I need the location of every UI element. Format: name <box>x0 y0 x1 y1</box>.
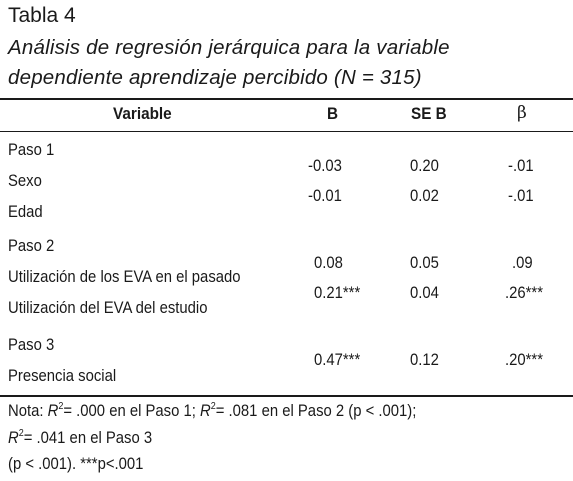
header-variable: Variable <box>113 104 172 123</box>
note-step-2-value: = .081 en el Paso 2 (p < .001); <box>215 402 417 420</box>
step-2-label: Paso 2 <box>8 237 55 255</box>
note-prefix: Nota: <box>8 402 48 420</box>
step-1-row-2-se-b: 0.02 <box>410 187 439 205</box>
table-caption-line-2: dependiente aprendizaje percibido (N = 3… <box>8 66 422 89</box>
note-r-exponent: 2 <box>210 401 216 412</box>
header-b: B <box>327 104 339 123</box>
step-3-row-1-se-b: 0.12 <box>410 351 439 369</box>
header-beta: β <box>517 103 527 123</box>
note-r-exponent: 2 <box>58 401 64 412</box>
bottom-rule <box>0 395 573 397</box>
step-1-row-2-variable: Edad <box>8 203 43 221</box>
table-title: Tabla 4 <box>8 4 76 27</box>
note-r-exponent: 2 <box>18 428 24 439</box>
note-step-1-value: = .000 en el Paso 1; <box>63 402 201 420</box>
step-3-row-1-b: 0.47*** <box>314 351 361 369</box>
step-2-row-2-beta: .26*** <box>505 284 543 302</box>
note-step-3-value: = .041 en el Paso 3 <box>23 429 153 447</box>
step-3-row-1-variable: Presencia social <box>8 367 117 385</box>
step-1-row-1-variable: Sexo <box>8 172 42 190</box>
step-2-row-1-beta: .09 <box>512 254 533 272</box>
step-3-label: Paso 3 <box>8 336 55 354</box>
step-1-row-2-b: -0.01 <box>308 187 342 205</box>
step-2-row-2-se-b: 0.04 <box>410 284 439 302</box>
step-1-label: Paso 1 <box>8 141 55 159</box>
top-rule <box>0 98 573 100</box>
table-note-line-3: (p < .001). ***p<.001 <box>8 455 144 473</box>
step-1-row-1-beta: -.01 <box>508 157 534 175</box>
note-r-symbol: R <box>47 402 59 420</box>
header-rule <box>0 131 573 132</box>
step-2-row-2-b: 0.21*** <box>314 284 361 302</box>
note-r-symbol: R <box>200 402 211 420</box>
step-2-row-1-se-b: 0.05 <box>410 254 439 272</box>
header-se-b: SE B <box>411 104 447 123</box>
step-1-row-2-beta: -.01 <box>508 187 534 205</box>
step-2-row-1-variable: Utilización de los EVA en el pasado <box>8 268 241 286</box>
note-r-symbol: R <box>8 429 19 447</box>
step-1-row-1-b: -0.03 <box>308 157 342 175</box>
step-2-row-1-b: 0.08 <box>314 254 343 272</box>
step-1-row-1-se-b: 0.20 <box>410 157 439 175</box>
step-2-row-2-variable: Utilización del EVA del estudio <box>8 299 208 317</box>
step-3-row-1-beta: .20*** <box>505 351 543 369</box>
table-note-line-1: Nota: R2= .000 en el Paso 1; R2= .081 en… <box>8 402 416 421</box>
table-caption-line-1: Análisis de regresión jerárquica para la… <box>8 36 450 59</box>
table-note-line-2: R2= .041 en el Paso 3 <box>8 429 152 448</box>
